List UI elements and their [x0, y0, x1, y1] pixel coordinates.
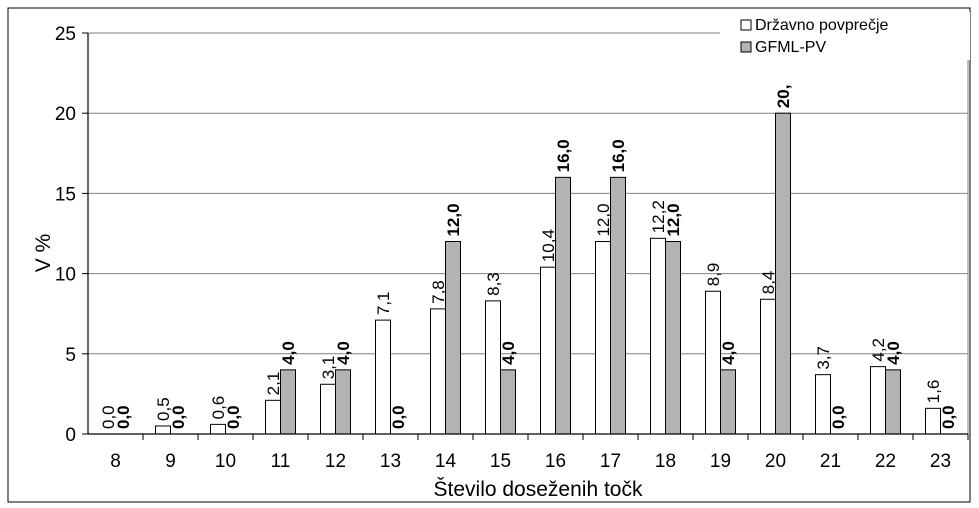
- x-tick-label: 13: [380, 451, 401, 472]
- data-label-gfml-pv: 0,0: [169, 405, 188, 429]
- x-tick-label: 18: [655, 451, 676, 472]
- x-tick-label: 17: [600, 451, 621, 472]
- bar-drzavno-povprecje: [265, 399, 281, 435]
- data-label-gfml-pv: 4,0: [719, 341, 738, 365]
- x-tick-labels: 8 9 10 11 12 13 14 15 16 17 18 19 20 21 22 23: [110, 451, 951, 472]
- data-label-gfml-pv: 0,0: [114, 405, 133, 429]
- data-label-drzavno-povprecje: 4,2: [869, 338, 888, 362]
- data-label-drzavno-povprecje: 12,0: [594, 203, 613, 236]
- chart-border: [7, 7, 971, 503]
- bar-gfml-pv: [720, 369, 736, 435]
- x-tick-label: 12: [325, 451, 346, 472]
- y-tick-label: 0: [65, 425, 76, 446]
- x-tick-label: 11: [271, 451, 291, 472]
- data-label-gfml-pv: 16,0: [609, 139, 628, 172]
- data-label-gfml-pv: 4,0: [334, 341, 353, 365]
- x-tick-label: 9: [165, 451, 176, 472]
- y-tick-label: 25: [55, 24, 76, 45]
- bar-drzavno-povprecje: [650, 237, 666, 435]
- data-labels: 0,00,0 0,50,0 0,60,02,14,03,14,07,10,07,81…: [99, 85, 958, 429]
- data-label-gfml-pv: 12,0: [664, 203, 683, 236]
- x-axis-title: Število doseženih točk: [434, 478, 643, 501]
- y-tick-labels: 0 5 10 15 20 25: [55, 24, 76, 446]
- y-axis-title: V %: [32, 234, 55, 273]
- data-label-drzavno-povprecje: 10,4: [539, 229, 558, 262]
- legend: Državno povprečje GFML-PV: [720, 12, 970, 60]
- bar-drzavno-povprecje: [540, 266, 556, 435]
- x-tick-label: 22: [875, 451, 896, 472]
- bars: [155, 112, 941, 435]
- y-tick-label: 20: [55, 104, 76, 125]
- data-label-drzavno-povprecje: 0,5: [154, 397, 173, 421]
- data-label-drzavno-povprecje: 7,8: [429, 280, 448, 304]
- x-tick-label: 10: [215, 451, 236, 472]
- data-label-gfml-pv: 12,0: [444, 203, 463, 236]
- data-label-gfml-pv: 0,0: [829, 405, 848, 429]
- legend-swatch: [740, 41, 752, 53]
- x-tick-label: 16: [545, 451, 566, 472]
- data-label-gfml-pv: 4,0: [499, 341, 518, 365]
- data-label-gfml-pv: 0,0: [939, 405, 958, 429]
- data-label-gfml-pv: 16,0: [554, 139, 573, 172]
- bar-gfml-pv: [500, 369, 516, 435]
- y-tick-label: 5: [65, 345, 76, 366]
- bar-drzavno-povprecje: [430, 308, 446, 435]
- data-label-drzavno-povprecje: 8,9: [704, 263, 723, 287]
- bar-drzavno-povprecje: [595, 241, 611, 435]
- data-label-drzavno-povprecje: 2,1: [264, 372, 283, 396]
- y-tick-label: 10: [55, 265, 76, 286]
- x-tick-label: 20: [765, 451, 786, 472]
- data-label-drzavno-povprecje: 0,6: [209, 396, 228, 420]
- data-label-drzavno-povprecje: 1,6: [924, 380, 943, 404]
- data-label-drzavno-povprecje: 12,2: [649, 200, 668, 233]
- x-tick-label: 8: [110, 451, 121, 472]
- x-tick-label: 15: [490, 451, 511, 472]
- data-label-gfml-pv: 4,0: [884, 341, 903, 365]
- legend-swatch: [740, 19, 752, 31]
- data-label-drzavno-povprecje: 8,3: [484, 272, 503, 296]
- data-label-drzavno-povprecje: 7,1: [374, 291, 393, 315]
- data-label-drzavno-povprecje: 3,1: [319, 356, 338, 380]
- data-label-gfml-pv: 0,0: [224, 405, 243, 429]
- y-tick-label: 15: [55, 184, 76, 205]
- data-label-gfml-pv: 20,: [774, 85, 793, 109]
- data-label-drzavno-povprecje: 0,0: [99, 405, 118, 429]
- bar-gfml-pv: [885, 369, 901, 435]
- bar-drzavno-povprecje: [760, 298, 776, 435]
- data-label-gfml-pv: 4,0: [279, 341, 298, 365]
- bar-drzavno-povprecje: [485, 300, 501, 435]
- x-tick-label: 19: [710, 451, 731, 472]
- legend-entry: Državno povprečje: [755, 17, 889, 34]
- x-tick-label: 23: [930, 451, 951, 472]
- x-tick-label: 14: [435, 451, 457, 472]
- data-label-drzavno-povprecje: 8,4: [759, 271, 778, 295]
- bar-gfml-pv: [665, 241, 681, 435]
- data-label-drzavno-povprecje: 3,7: [814, 346, 833, 370]
- bar-drzavno-povprecje: [320, 383, 336, 435]
- legend-entry: GFML-PV: [755, 39, 826, 56]
- bar-gfml-pv: [555, 176, 571, 435]
- axes: [87, 33, 969, 440]
- data-label-gfml-pv: 0,0: [389, 405, 408, 429]
- legend-background: [720, 12, 970, 60]
- bar-gfml-pv: [445, 241, 461, 435]
- bar-drzavno-povprecje: [870, 366, 886, 435]
- x-tick-label: 21: [820, 451, 841, 472]
